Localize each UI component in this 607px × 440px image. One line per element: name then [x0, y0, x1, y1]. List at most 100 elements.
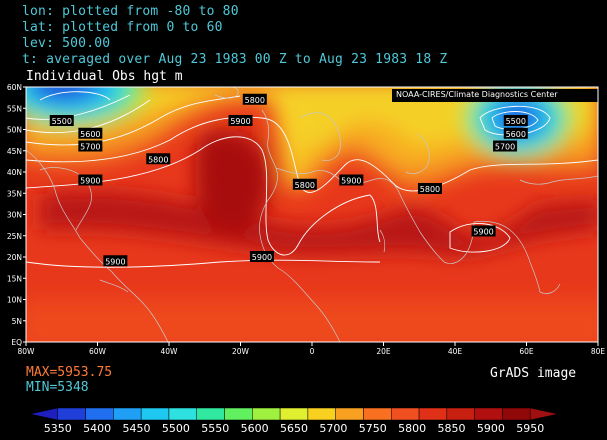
colorbar-label: 5350	[43, 422, 72, 435]
max-value: MAX=5953.75	[26, 365, 113, 380]
contour-label: 5900	[249, 251, 274, 262]
svg-text:5600: 5600	[506, 130, 526, 139]
colorbar-swatch	[474, 407, 503, 421]
contour-label: 5800	[146, 153, 171, 165]
y-tick-label: 50N	[7, 126, 22, 135]
svg-text:5500: 5500	[52, 117, 72, 126]
x-tick-label: 60E	[519, 347, 534, 356]
svg-text:5900: 5900	[341, 177, 361, 186]
plot-subtitle: Individual Obs hgt m	[26, 69, 183, 84]
colorbar-swatch	[279, 407, 309, 421]
contour-label: 5800	[242, 93, 267, 105]
svg-text:5900: 5900	[230, 117, 250, 126]
contour-label: 5700	[78, 140, 103, 152]
colorbar-swatch	[140, 407, 170, 421]
lat-range-line: lat: plotted from 0 to 60	[22, 20, 223, 35]
contour-label: 5600	[78, 127, 103, 139]
colorbar-label: 5650	[280, 422, 308, 435]
colorbar-label: 5800	[398, 422, 427, 435]
contour-label: 5600	[503, 127, 528, 139]
contour-label: 5500	[503, 115, 528, 126]
colorbar-label: 5600	[240, 422, 269, 435]
colorbar-swatch	[168, 407, 197, 421]
svg-text:5500: 5500	[506, 117, 526, 126]
svg-text:5600: 5600	[80, 130, 100, 139]
svg-text:5900: 5900	[252, 253, 272, 262]
contour-labels: 5500 5600 5700 5800 5800 5900 5900 5800 5900 5800…	[49, 93, 528, 267]
height-field: 5500 5600 5700 5800 5800 5900 5900 5800 5900 5800…	[26, 87, 598, 342]
axis-ticks: 80W 60W 40W 20W 0 20E 40E 60E 80E EQ 5N 10N 15N 20N 25…	[7, 83, 606, 356]
svg-text:5900: 5900	[473, 228, 493, 237]
colorbar-swatch	[307, 407, 336, 421]
colorbar-swatch	[446, 407, 475, 421]
colorbar-label: 5750	[358, 422, 387, 435]
svg-text:5900: 5900	[105, 257, 125, 266]
y-tick-label: EQ	[11, 338, 22, 347]
svg-text:5800: 5800	[245, 96, 265, 105]
contour-label: 5900	[228, 115, 253, 126]
time-average-line: t: averaged over Aug 23 1983 00 Z to Aug…	[22, 52, 448, 67]
y-tick-label: 40N	[7, 168, 22, 177]
x-tick-label: 40W	[161, 347, 179, 356]
x-tick-label: 80W	[18, 347, 36, 356]
contour-label: 5500	[49, 115, 74, 126]
contour-label: 5900	[103, 255, 128, 267]
svg-text:5700: 5700	[495, 143, 515, 152]
grads-watermark: GrADS image	[490, 366, 577, 381]
x-tick-label: 40E	[448, 347, 463, 356]
svg-text:5900: 5900	[80, 177, 100, 186]
colorbar-swatch	[335, 407, 364, 421]
x-tick-label: 60W	[89, 347, 107, 356]
x-tick-label: 20E	[376, 347, 391, 356]
svg-text:5700: 5700	[80, 143, 100, 152]
y-tick-label: 10N	[7, 296, 22, 305]
y-tick-label: 5N	[12, 317, 22, 326]
colorbar-swatch	[252, 407, 281, 421]
contour-label: 5800	[417, 183, 442, 194]
colorbar-label: 5850	[437, 422, 466, 435]
y-tick-label: 60N	[7, 83, 22, 92]
contour-label: 5900	[339, 174, 364, 186]
colorbar-label: 5400	[83, 422, 112, 435]
colorbar-swatch	[363, 407, 392, 421]
x-tick-label: 20W	[232, 347, 250, 356]
y-tick-label: 45N	[7, 147, 22, 156]
contour-label: 5700	[493, 140, 518, 152]
colorbar-label: 5950	[516, 422, 545, 435]
y-tick-label: 35N	[7, 189, 22, 198]
colorbar-swatch	[502, 407, 531, 421]
colorbar-swatch	[391, 407, 420, 421]
svg-text:5800: 5800	[295, 181, 315, 190]
lon-range-line: lon: plotted from -80 to 80	[22, 4, 239, 19]
y-tick-label: 55N	[7, 104, 22, 113]
level-line: lev: 500.00	[22, 36, 111, 51]
y-tick-label: 20N	[7, 253, 22, 262]
contour-lines	[26, 91, 598, 268]
contour-label: 5900	[471, 225, 496, 237]
y-tick-label: 15N	[7, 274, 22, 283]
colorbar-label: 5550	[201, 422, 230, 435]
min-value: MIN=5348	[26, 380, 89, 395]
colorbar	[29, 407, 559, 421]
colorbar-label: 5450	[122, 422, 151, 435]
colorbar-swatch	[57, 407, 86, 421]
svg-text:5800: 5800	[420, 185, 440, 194]
colorbar-label: 5500	[161, 422, 190, 435]
colorbar-label: 5900	[476, 422, 505, 435]
data-credit: NOAA-CIRES/Climate Diagnostics Center	[396, 90, 558, 99]
coastlines	[26, 87, 598, 342]
colorbar-swatch	[418, 407, 448, 421]
svg-text:5800: 5800	[148, 155, 168, 164]
credit-box	[392, 89, 598, 102]
colorbar-swatch	[85, 407, 114, 421]
x-tick-label: 80E	[591, 347, 606, 356]
y-tick-label: 25N	[7, 232, 22, 241]
contour-label: 5900	[78, 174, 103, 186]
colorbar-swatch	[224, 407, 253, 421]
y-tick-label: 30N	[7, 211, 22, 220]
colorbar-swatch	[29, 407, 59, 421]
colorbar-label: 5700	[319, 422, 348, 435]
x-tick-label: 0	[310, 347, 315, 356]
colorbar-swatch	[196, 407, 225, 421]
